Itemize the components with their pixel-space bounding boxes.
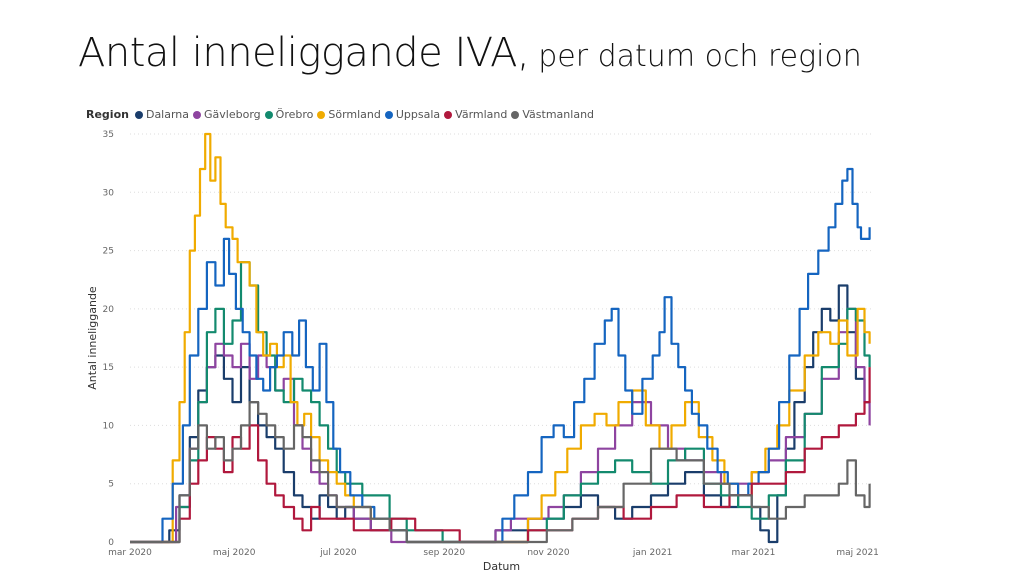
x-tick-label: sep 2020 [423, 548, 465, 558]
y-tick-label: 30 [103, 188, 115, 198]
y-tick-label: 35 [103, 130, 114, 140]
legend-label: Uppsala [395, 108, 441, 121]
slide-title-sub: per datum och region [538, 39, 862, 74]
x-tick-label: mar 2021 [732, 548, 776, 558]
legend-label: Gävleborg [204, 108, 261, 121]
legend-label: Värmland [455, 108, 508, 121]
legend-label: Dalarna [145, 108, 190, 121]
legend-marker [264, 110, 273, 119]
chart-legend: Region Dalarna Gävleborg Örebro Sörmland Upp… [86, 108, 598, 121]
legend-item[interactable]: Örebro [264, 108, 314, 121]
slide-title: Antal inneliggande IVA, per datum och re… [78, 30, 862, 76]
x-tick-label: mar 2020 [108, 548, 152, 558]
legend-label: Örebro [275, 108, 314, 121]
series-line-v-stmanland [130, 401, 871, 544]
x-tick-label: maj 2021 [836, 548, 879, 558]
x-tick-label: jan 2021 [632, 548, 673, 558]
legend-marker [134, 110, 143, 119]
legend-marker [317, 110, 326, 119]
y-tick-label: 10 [103, 421, 115, 431]
y-axis-title: Antal inneliggande [86, 286, 99, 390]
series-line-uppsala [130, 167, 871, 544]
x-tick-label: nov 2020 [527, 548, 570, 558]
series-line-dalarna [130, 284, 870, 544]
y-tick-label: 15 [103, 363, 114, 373]
y-tick-label: 25 [103, 247, 114, 257]
legend-marker [444, 110, 453, 119]
y-tick-label: 5 [108, 480, 114, 490]
series-line-v-rmland [130, 367, 871, 544]
legend-item[interactable]: Sörmland [317, 108, 381, 121]
legend-item[interactable]: Värmland [444, 108, 507, 121]
legend-item[interactable]: Gävleborg [193, 108, 261, 121]
x-tick-label: jul 2020 [319, 548, 357, 558]
x-tick-label: maj 2020 [213, 548, 256, 558]
legend-item[interactable]: Uppsala [384, 108, 441, 121]
legend-marker [384, 110, 393, 119]
legend-marker [511, 110, 520, 119]
legend-label: Västmanland [522, 108, 595, 121]
x-axis-title: Datum [483, 560, 520, 573]
legend-item[interactable]: Dalarna [134, 108, 190, 121]
legend-title: Region [86, 108, 129, 121]
y-tick-label: 0 [108, 538, 114, 548]
slide-title-main: Antal inneliggande IVA, [78, 30, 530, 76]
legend-marker [193, 110, 202, 119]
legend-item[interactable]: Västmanland [511, 108, 594, 121]
legend-label: Sörmland [328, 108, 381, 121]
y-tick-label: 20 [103, 305, 115, 315]
